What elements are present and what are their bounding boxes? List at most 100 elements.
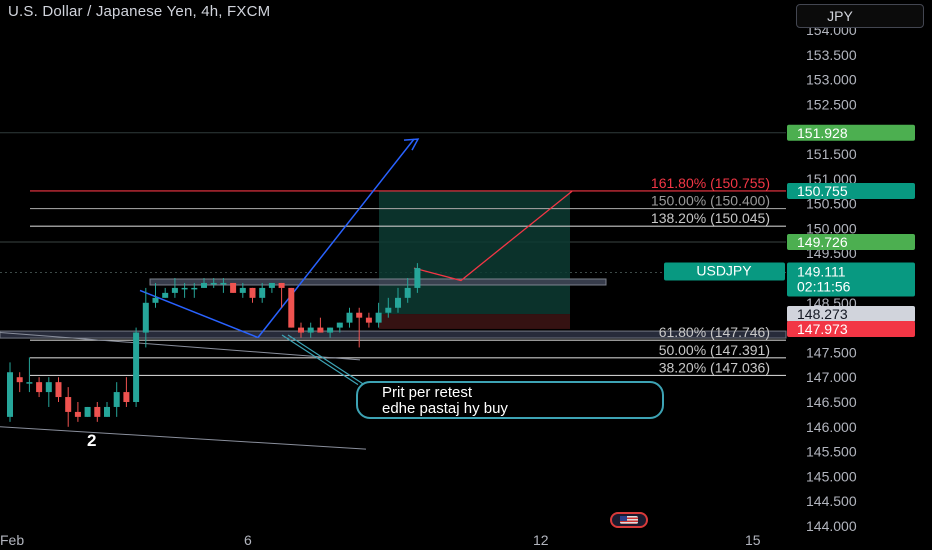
candle-body xyxy=(336,322,343,328)
target-zone xyxy=(379,190,570,315)
range-box xyxy=(149,278,607,286)
price-axis[interactable]: 154.000153.500153.000152.500151.500151.0… xyxy=(806,22,857,534)
blue-arrow-line xyxy=(257,138,415,338)
trend-line xyxy=(0,332,361,361)
y-tick-label: 150.000 xyxy=(806,220,857,236)
y-tick-label: 144.000 xyxy=(806,518,857,534)
candle-body xyxy=(65,397,72,412)
x-tick-label: 6 xyxy=(244,532,252,548)
candle-body xyxy=(104,406,110,417)
x-tick-label: 15 xyxy=(745,532,761,548)
candle-body xyxy=(239,287,246,293)
candle-body xyxy=(7,372,13,417)
arrow-head-icon xyxy=(403,138,420,151)
y-tick-label: 146.500 xyxy=(806,394,857,410)
x-tick-label: 12 xyxy=(533,532,549,548)
fib-label: 138.20% (150.045) xyxy=(651,210,770,226)
position-zones xyxy=(0,190,787,339)
candle-body xyxy=(171,287,178,293)
fib-label: 161.80% (150.755) xyxy=(651,175,770,191)
symbol-badge xyxy=(664,262,785,281)
projection-path xyxy=(413,190,573,282)
candle-body xyxy=(259,287,266,298)
callout-comment[interactable]: Prit per retest edhe pastaj hy buy xyxy=(356,381,664,419)
candle-body xyxy=(55,382,62,398)
candle-body xyxy=(142,302,149,333)
stop-zone xyxy=(379,314,570,329)
y-tick-label: 151.000 xyxy=(806,171,857,187)
candle-body xyxy=(74,411,81,417)
price-badge-label: 148.273 xyxy=(797,306,848,322)
countdown-label: 02:11:56 xyxy=(797,278,851,294)
candle-body xyxy=(307,327,314,333)
candle-body xyxy=(45,382,52,393)
chart-title: U.S. Dollar / Japanese Yen, 4h, FXCM xyxy=(8,3,271,20)
y-tick-label: 145.500 xyxy=(806,444,857,460)
candles xyxy=(7,263,421,427)
candle-body xyxy=(220,282,227,285)
y-tick-label: 147.000 xyxy=(806,369,857,385)
price-badge-label: 149.726 xyxy=(797,234,848,250)
y-tick-label: 153.500 xyxy=(806,47,857,63)
candle-body xyxy=(268,282,275,288)
candle-body xyxy=(162,292,169,298)
fibonacci-levels: 161.80% (150.755) 150.00% (150.400)138.20… xyxy=(30,175,786,377)
callout-pointer xyxy=(287,334,369,388)
candle-body xyxy=(414,268,421,288)
candle-body xyxy=(356,312,363,318)
price-badges: 151.928 150.755 149.726 USDJPY 149.11102:11:… xyxy=(664,125,915,337)
y-tick-label: 145.000 xyxy=(806,468,857,484)
us-flag-icon[interactable] xyxy=(610,512,648,528)
price-badge xyxy=(787,233,915,250)
candle-body xyxy=(123,392,130,402)
fib-label: 38.20% (147.036) xyxy=(659,359,770,375)
x-tick-label: Feb xyxy=(0,532,24,548)
y-tick-label: 150.500 xyxy=(806,196,857,212)
symbol-label: USDJPY xyxy=(696,262,752,278)
y-tick-label: 151.500 xyxy=(806,146,857,162)
candle-body xyxy=(298,327,304,333)
y-tick-label: 144.500 xyxy=(806,493,857,509)
callout-pointer xyxy=(281,334,359,386)
candle-body xyxy=(133,332,140,402)
price-badge xyxy=(787,320,915,337)
trend-line xyxy=(0,426,367,450)
candle-body xyxy=(288,287,295,328)
support-box xyxy=(0,330,787,339)
callout-line-1: Prit per retest xyxy=(382,384,473,401)
candle-body xyxy=(84,406,91,417)
candle-body xyxy=(346,312,353,323)
candle-body xyxy=(181,287,188,290)
candle-body xyxy=(191,287,198,290)
fib-label: 150.00% (150.400) xyxy=(651,193,770,209)
y-tick-label: 152.500 xyxy=(806,96,857,112)
last-price-badge xyxy=(787,262,915,297)
candle-body xyxy=(365,317,372,323)
candle-body xyxy=(327,327,334,333)
candle-body xyxy=(94,406,101,417)
currency-selector[interactable]: JPY xyxy=(796,4,924,28)
time-axis[interactable]: Feb 6 12 15 xyxy=(0,532,761,548)
wave-label: 2 xyxy=(87,431,96,450)
y-tick-label: 146.000 xyxy=(806,419,857,435)
y-tick-label: 153.000 xyxy=(806,72,857,88)
currency-label: JPY xyxy=(827,8,853,24)
candle-body xyxy=(210,282,217,285)
price-badge-label: 150.755 xyxy=(797,183,848,199)
candle-body xyxy=(249,287,256,298)
candle-body xyxy=(278,282,285,288)
fib-label: 50.00% (147.391) xyxy=(659,342,770,358)
candle-body xyxy=(152,297,159,303)
y-tick-label: 147.500 xyxy=(806,344,857,360)
fib-label: 61.80% (147.746) xyxy=(659,324,770,340)
candle-body xyxy=(16,377,23,383)
candle-body xyxy=(404,287,411,298)
drawing-lines xyxy=(0,138,573,450)
candle-body xyxy=(385,307,392,313)
price-badge xyxy=(787,124,915,141)
candle-body xyxy=(395,297,401,308)
candle-body xyxy=(113,392,120,407)
blue-line xyxy=(139,289,259,339)
candle-body xyxy=(26,382,33,384)
